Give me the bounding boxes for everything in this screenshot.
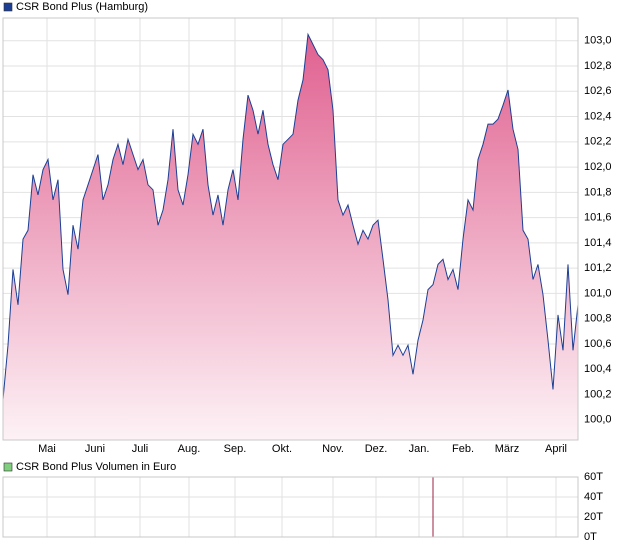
y-tick-label: 60T: [584, 471, 603, 483]
y-tick-label: 102,0: [584, 161, 612, 173]
y-tick-label: 100,2: [584, 388, 612, 400]
x-tick-label: April: [545, 443, 567, 455]
x-tick-label: Feb.: [452, 443, 474, 455]
legend-swatch: [3, 2, 13, 12]
y-tick-label: 101,4: [584, 237, 612, 249]
x-tick-label: Aug.: [178, 443, 201, 455]
y-tick-label: 101,0: [584, 287, 612, 299]
x-tick-label: März: [495, 443, 519, 455]
y-tick-label: 40T: [584, 491, 603, 503]
x-tick-label: Nov.: [322, 443, 344, 455]
x-tick-label: Mai: [38, 443, 56, 455]
y-tick-label: 100,0: [584, 414, 612, 426]
y-tick-label: 103,0: [584, 35, 612, 47]
y-tick-label: 101,8: [584, 186, 612, 198]
legend-swatch: [3, 462, 13, 472]
y-tick-label: 102,6: [584, 85, 612, 97]
x-tick-label: Juni: [85, 443, 105, 455]
legend-label: CSR Bond Plus Volumen in Euro: [16, 461, 176, 473]
y-tick-label: 100,6: [584, 338, 612, 350]
price-line: [2, 32, 579, 400]
y-tick-label: 20T: [584, 511, 603, 523]
x-tick-label: Dez.: [365, 443, 388, 455]
y-tick-label: 0T: [584, 531, 597, 543]
plot-border: [2, 476, 579, 538]
y-tick-label: 100,4: [584, 363, 612, 375]
y-tick-label: 102,8: [584, 60, 612, 72]
y-tick-label: 101,6: [584, 212, 612, 224]
y-tick-label: 100,8: [584, 313, 612, 325]
x-tick-label: Jan.: [409, 443, 430, 455]
legend-label: CSR Bond Plus (Hamburg): [16, 1, 148, 13]
y-tick-label: 102,4: [584, 110, 612, 122]
x-tick-label: Okt.: [272, 443, 292, 455]
y-tick-label: 101,2: [584, 262, 612, 274]
x-tick-label: Sep.: [224, 443, 247, 455]
plot-area: [2, 476, 579, 538]
plot-border: [2, 17, 579, 441]
x-tick-label: Juli: [132, 443, 149, 455]
y-tick-label: 102,2: [584, 136, 612, 148]
area-fill: [3, 34, 578, 441]
volume-bar: [432, 477, 434, 537]
